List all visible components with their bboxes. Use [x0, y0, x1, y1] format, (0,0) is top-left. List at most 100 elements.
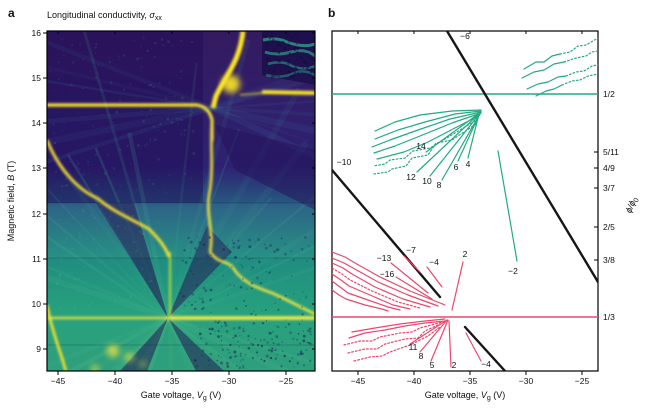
heatmap-speckle [187, 300, 190, 303]
heatmap-speckle [289, 75, 293, 78]
heatmap-speckle [58, 276, 60, 278]
panel-b-fraction-label: 4/9 [603, 163, 615, 173]
heatmap-speckle [157, 222, 159, 224]
heatmap-speckle [88, 273, 90, 276]
heatmap-speckle [200, 308, 203, 311]
heatmap-speckle [63, 54, 65, 57]
heatmap-speckle [49, 70, 52, 73]
panel-b-fraction-label: 3/8 [603, 255, 615, 265]
heatmap-speckle [150, 292, 153, 295]
heatmap-speckle [271, 338, 273, 340]
heatmap-speckle [208, 236, 211, 239]
heatmap-speckle [122, 300, 124, 302]
heatmap-speckle [112, 167, 116, 170]
heatmap-texture [47, 203, 315, 258]
heatmap-speckle [193, 358, 197, 362]
heatmap-speckle [140, 109, 143, 112]
heatmap-speckle [273, 55, 277, 58]
heatmap-speckle [65, 184, 68, 187]
panel-a-frame [46, 30, 316, 372]
heatmap-speckle [180, 39, 182, 42]
heatmap-streak [167, 128, 240, 319]
heatmap-streak [167, 244, 315, 319]
heatmap-speckle [71, 44, 74, 47]
heatmap-speckle [266, 48, 269, 51]
heatmap-speckle [301, 313, 304, 316]
heatmap-speckle [114, 308, 116, 311]
line-g-f0 [374, 109, 482, 132]
heatmap-speckle [284, 243, 287, 246]
heatmap-speckle [122, 88, 126, 92]
heatmap-speckle [105, 106, 107, 108]
heatmap-speckle [68, 272, 71, 275]
heatmap-speckle [76, 289, 80, 293]
heatmap-speckle [294, 46, 297, 49]
heatmap-speckle [275, 357, 277, 359]
panel-a-x-tick-label: −30 [222, 376, 237, 386]
heatmap-speckle [89, 71, 92, 73]
heatmap-speckle [299, 34, 301, 36]
heatmap-speckle [125, 274, 127, 277]
heatmap-speckle [250, 287, 253, 290]
heatmap-speckle [280, 237, 283, 240]
heatmap-speckle [142, 36, 145, 40]
heatmap-speckle [183, 304, 186, 307]
heatmap-speckle [142, 119, 146, 123]
heatmap-speckle [119, 185, 121, 187]
heatmap-speckle [77, 231, 81, 235]
heatmap-texture [49, 33, 314, 370]
heatmap-speckle [102, 63, 105, 65]
heatmap-texture [91, 75, 240, 371]
heatmap-speckle [235, 355, 237, 357]
panel-a-x-tick-label: −35 [165, 376, 180, 386]
heatmap-streak [212, 75, 315, 111]
heatmap-speckle [152, 85, 155, 89]
panel-a-y-tick-label: 16 [32, 28, 42, 38]
heatmap-speckle [226, 348, 229, 351]
heatmap-speckle [168, 92, 171, 95]
heatmap-speckle [91, 301, 94, 304]
heatmap-speckle [264, 35, 268, 39]
heatmap-speckle [297, 73, 299, 76]
heatmap-speckle [272, 48, 276, 51]
heatmap-speckle [168, 174, 171, 177]
heatmap-speckle [195, 248, 198, 252]
heatmap-speckle [101, 113, 103, 115]
heatmap-speckle [309, 327, 312, 330]
heatmap-speckle [229, 343, 232, 346]
heatmap-speckle [120, 137, 123, 139]
heatmap-speckle [170, 121, 174, 125]
heatmap-texture [261, 90, 315, 95]
heatmap-speckle [146, 142, 149, 146]
heatmap-speckle [255, 276, 259, 280]
heatmap-speckle [293, 48, 296, 52]
line-label-−7: −7 [406, 245, 416, 255]
heatmap-speckle [208, 359, 210, 362]
heatmap-speckle [220, 361, 224, 365]
line-g-c3d [565, 64, 598, 77]
heatmap-speckle [272, 330, 274, 333]
heatmap-speckle [205, 342, 208, 346]
panel-b-frame [331, 30, 599, 372]
heatmap-speckle [275, 335, 279, 338]
heatmap-speckle [289, 331, 292, 335]
heatmap-speckle [242, 327, 244, 329]
heatmap-speckle [304, 296, 308, 299]
heatmap-speckle [64, 122, 66, 125]
line-g-c2d [563, 50, 598, 63]
heatmap-speckle [149, 108, 152, 112]
heatmap-speckle [217, 354, 220, 357]
heatmap-speckle [296, 338, 299, 341]
heatmap-speckle [311, 57, 314, 61]
heatmap-speckle [129, 82, 132, 86]
heatmap-speckle [297, 332, 300, 335]
line-label-−4: −4 [481, 359, 491, 369]
heatmap-speckle [53, 89, 55, 92]
heatmap-speckle [293, 72, 297, 76]
heatmap-speckle [296, 353, 300, 356]
heatmap-texture [96, 203, 168, 318]
heatmap-speckle [157, 129, 160, 132]
heatmap-speckle [190, 40, 194, 44]
heatmap-speckle [118, 295, 121, 298]
